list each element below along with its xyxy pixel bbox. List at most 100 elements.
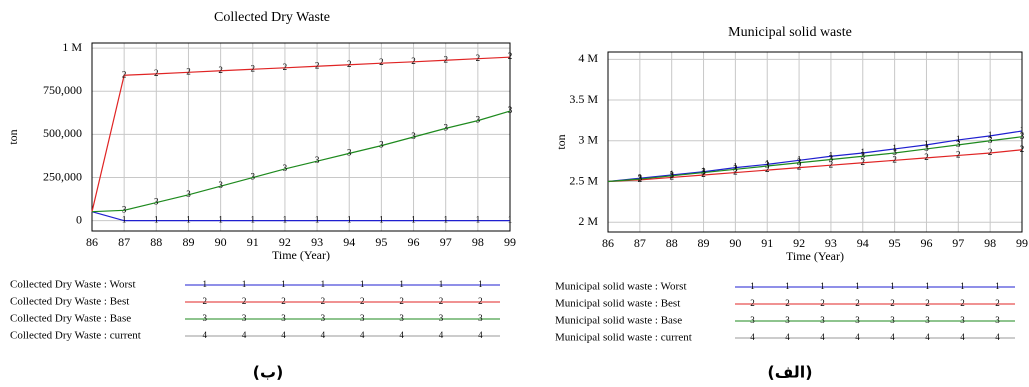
x-tick-label: 96	[920, 236, 932, 250]
series-line	[607, 136, 1023, 183]
y-tick-label: 0	[76, 212, 82, 226]
line-marker: 2	[218, 65, 223, 75]
line-marker: 3	[379, 140, 384, 150]
line-marker: 3	[638, 173, 643, 183]
legend-marker: 3	[242, 313, 247, 323]
caption: (ب)	[253, 363, 284, 382]
legend-marker: 2	[785, 298, 790, 308]
legend-marker: 2	[242, 296, 247, 306]
line-marker: 1	[701, 166, 706, 176]
legend-marker: 1	[995, 281, 1000, 291]
legend-marker: 1	[925, 281, 930, 291]
legend-marker: 1	[750, 281, 755, 291]
legend-marker: 4	[890, 332, 895, 342]
x-tick-label: 93	[825, 236, 837, 250]
line-marker: 3	[251, 172, 256, 182]
line-marker: 1	[508, 215, 513, 225]
legend-marker: 2	[890, 298, 895, 308]
legend-marker: 2	[750, 298, 755, 308]
y-tick-label: 2 M	[578, 214, 598, 228]
x-axis-label: Time (Year)	[272, 248, 330, 262]
line-marker: 3	[669, 170, 674, 180]
line-marker: 3	[443, 122, 448, 132]
chart-title: Municipal solid waste	[728, 25, 852, 40]
legend-label: Collected Dry Waste : Best	[10, 296, 129, 308]
line-marker: 2	[988, 147, 993, 157]
line-marker: 3	[829, 154, 834, 164]
legend-marker: 2	[399, 296, 404, 306]
line-marker: 1	[733, 162, 738, 172]
line-marker: 1	[1020, 125, 1025, 135]
x-tick-label: 91	[247, 235, 259, 249]
legend-marker: 1	[890, 281, 895, 291]
line-marker: 2	[251, 63, 256, 73]
y-tick-label: 3 M	[578, 133, 598, 147]
legend-marker: 4	[281, 330, 286, 340]
line-marker: 3	[186, 189, 191, 199]
line-marker: 2	[861, 157, 866, 167]
legend-marker: 1	[281, 279, 286, 289]
line-marker: 2	[1020, 144, 1025, 154]
y-tick-label: 1 M	[62, 40, 82, 54]
line-marker: 1	[218, 215, 223, 225]
line-marker: 3	[733, 163, 738, 173]
line-marker: 3	[797, 157, 802, 167]
legend-marker: 4	[995, 332, 1000, 342]
x-tick-label: 86	[86, 235, 98, 249]
y-tick-label: 3.5 M	[569, 92, 598, 106]
line-marker: 1	[765, 158, 770, 168]
line-marker: 2	[443, 54, 448, 64]
line-marker: 3	[154, 197, 159, 207]
line-marker: 1	[892, 143, 897, 153]
line-marker: 2	[283, 62, 288, 72]
line-marker: 2	[411, 56, 416, 66]
x-tick-label: 89	[182, 235, 194, 249]
legend-label: Collected Dry Waste : Worst	[10, 279, 136, 291]
line-marker: 3	[315, 155, 320, 165]
legend-marker: 3	[855, 315, 860, 325]
line-marker: 2	[733, 167, 738, 177]
line-marker: 2	[347, 59, 352, 69]
line-marker: 1	[829, 150, 834, 160]
x-tick-label: 90	[215, 235, 227, 249]
legend-label: Municipal solid waste : Base	[555, 315, 682, 327]
legend-marker: 2	[360, 296, 365, 306]
line-marker: 2	[892, 154, 897, 164]
legend-marker: 4	[360, 330, 365, 340]
x-tick-label: 93	[311, 235, 323, 249]
line-marker: 2	[186, 66, 191, 76]
legend-marker: 4	[399, 330, 404, 340]
x-tick-label: 97	[952, 236, 964, 250]
x-tick-label: 87	[634, 236, 646, 250]
x-tick-label: 95	[375, 235, 387, 249]
y-axis-label: ton	[554, 134, 568, 149]
x-tick-label: 98	[472, 235, 484, 249]
y-axis-label: ton	[6, 129, 20, 144]
x-tick-label: 91	[761, 236, 773, 250]
line-marker: 2	[379, 57, 384, 67]
legend-marker: 1	[360, 279, 365, 289]
legend-marker: 1	[820, 281, 825, 291]
series-line	[607, 130, 1023, 183]
line-marker: 1	[861, 147, 866, 157]
line-marker: 1	[411, 215, 416, 225]
line-marker: 3	[956, 139, 961, 149]
legend-marker: 3	[890, 315, 895, 325]
series-line	[91, 110, 511, 213]
series-line	[607, 149, 1023, 183]
line-marker: 3	[347, 147, 352, 157]
x-tick-label: 97	[440, 235, 452, 249]
legend-marker: 3	[399, 313, 404, 323]
line-marker: 3	[988, 135, 993, 145]
line-marker: 3	[861, 150, 866, 160]
legend-marker: 3	[960, 315, 965, 325]
line-marker: 3	[892, 147, 897, 157]
y-tick-label: 4 M	[578, 51, 598, 65]
plot-frame	[607, 51, 1023, 233]
line-marker: 1	[251, 215, 256, 225]
line-marker: 1	[283, 215, 288, 225]
line-marker: 1	[797, 154, 802, 164]
legend-marker: 2	[855, 298, 860, 308]
legend-marker: 2	[202, 296, 207, 306]
